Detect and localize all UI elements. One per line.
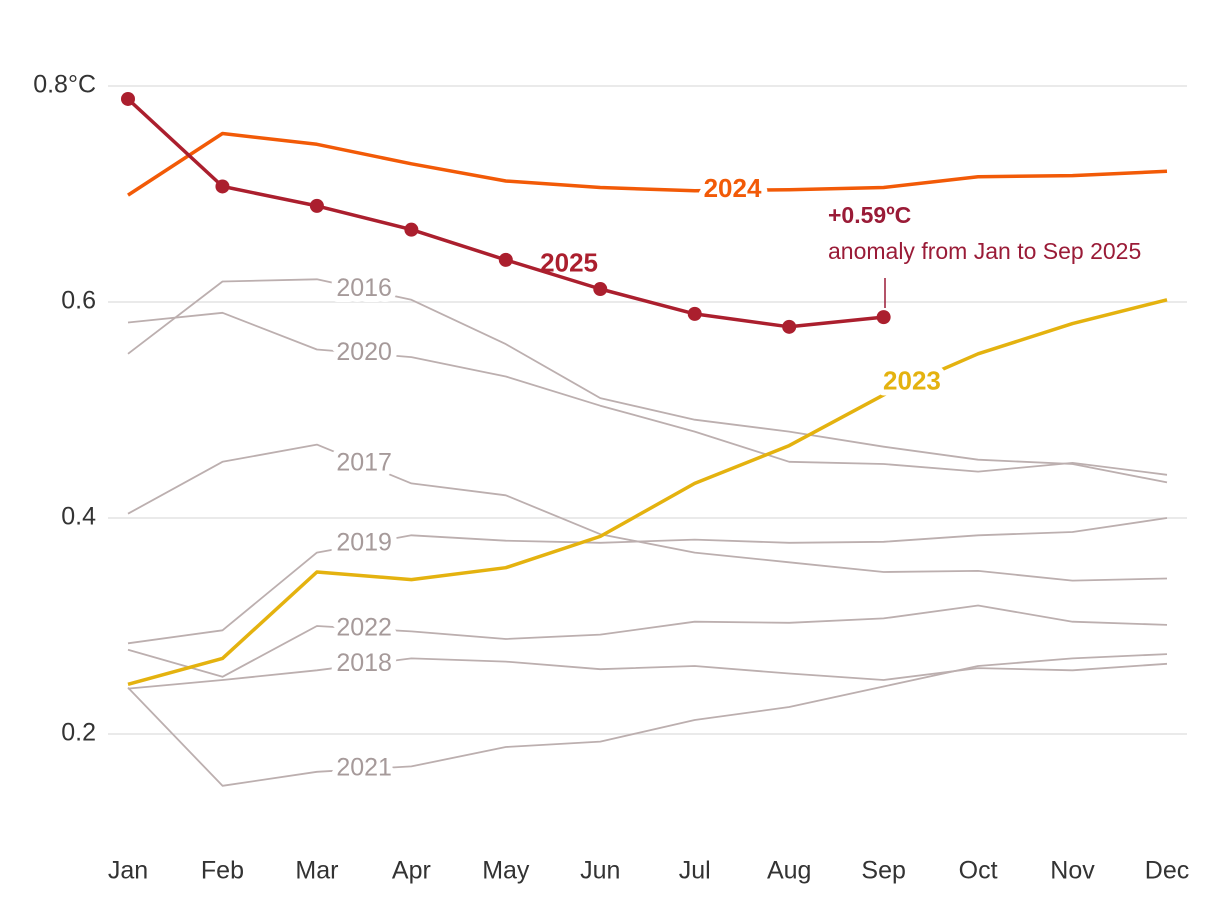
line: [127, 131, 1168, 197]
line: [127, 311, 1168, 476]
series: 2025: [121, 91, 891, 334]
x-tick-label: Sep: [861, 857, 905, 885]
marker: [215, 179, 230, 194]
grid: [108, 85, 1187, 735]
series-label: 2017: [336, 449, 392, 477]
x-tick-label: Dec: [1145, 857, 1189, 885]
x-tick-label: Feb: [201, 857, 244, 885]
series: 2021: [127, 653, 1168, 788]
series: 2020: [127, 311, 1168, 476]
series: 2022: [127, 604, 1168, 678]
marker: [121, 91, 135, 106]
series: 2024: [127, 131, 1168, 209]
line: [127, 604, 1168, 678]
annotation-text: anomaly from Jan to Sep 2025: [828, 238, 1141, 264]
x-tick-label: Oct: [959, 857, 998, 885]
line: [127, 278, 1168, 484]
series-label: 2024: [704, 173, 762, 203]
y-tick-label: 0.6: [61, 287, 96, 315]
marker: [309, 198, 324, 213]
series: 2016: [127, 268, 1168, 484]
y-tick-label: 0.2: [61, 719, 96, 747]
series-label: 2016: [336, 274, 392, 302]
series: 2019: [127, 517, 1168, 645]
series-label: 2019: [336, 529, 392, 557]
marker: [687, 306, 702, 321]
series-label: 2021: [336, 754, 392, 782]
x-tick-label: Jan: [108, 857, 148, 885]
marker: [782, 319, 797, 334]
series: 2017: [127, 443, 1168, 582]
marker: [404, 222, 419, 237]
x-tick-label: Apr: [392, 857, 431, 885]
line: [127, 298, 1168, 686]
series-label: 2020: [336, 338, 392, 366]
series-label: 2022: [336, 613, 392, 641]
marker: [876, 310, 891, 325]
y-tick-label: 0.4: [61, 503, 96, 531]
plot: 0.2 0.4 0.6 0.8°C Jan Feb Mar Apr May Jun Jul Aug Se…: [33, 71, 1189, 885]
series-label: 2025: [540, 247, 598, 277]
line: [127, 657, 1168, 690]
y-tick-label: 0.8°C: [33, 71, 96, 99]
line: [126, 97, 884, 329]
marker: [593, 282, 608, 297]
line: [127, 443, 1168, 582]
series: 2018: [127, 643, 1168, 690]
marker: [498, 252, 513, 267]
x-tick-label: Aug: [767, 857, 811, 885]
x-tick-label: May: [482, 857, 530, 885]
series-label: 2023: [883, 365, 941, 395]
series-label: 2018: [336, 649, 392, 677]
annotation-title: +0.59ºC: [828, 202, 911, 228]
x-tick-label: Jul: [679, 857, 711, 885]
x-tick-label: Jun: [580, 857, 620, 885]
x-tick-label: Mar: [295, 857, 338, 885]
x-tick-label: Nov: [1050, 857, 1095, 885]
series: 2023: [127, 298, 1168, 686]
line: [127, 517, 1168, 645]
line: [127, 653, 1168, 787]
